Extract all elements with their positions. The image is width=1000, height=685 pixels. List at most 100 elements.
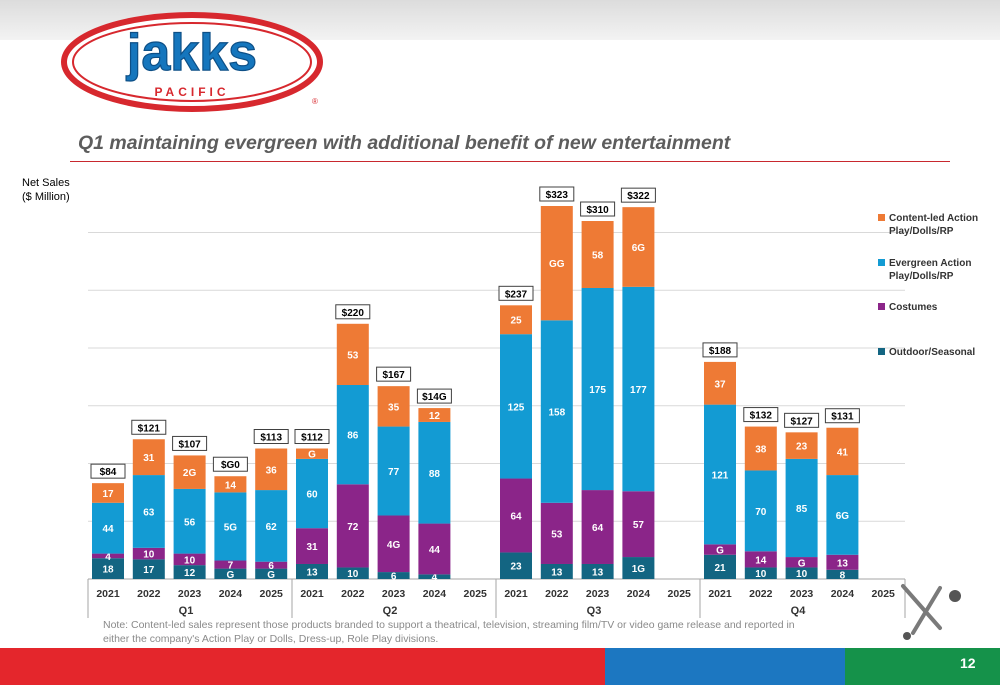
x-tick-label: 2025 — [872, 588, 896, 600]
total-label: $112 — [301, 433, 323, 444]
data-label: 64 — [510, 511, 522, 522]
bar-segment — [581, 287, 614, 491]
total-label: $188 — [709, 346, 732, 357]
data-label: 13 — [837, 558, 849, 569]
data-label: 5G — [224, 522, 238, 533]
bar-segment — [500, 305, 532, 335]
data-label: GG — [549, 259, 565, 270]
x-tick-label: 2025 — [668, 588, 692, 600]
total-label: $127 — [790, 416, 813, 427]
total-label: $113 — [260, 433, 282, 444]
bar-segment — [744, 426, 777, 471]
bar-segment — [418, 408, 451, 422]
quarter-label: Q2 — [383, 605, 398, 617]
total-label-box — [90, 463, 126, 479]
data-label: 23 — [510, 562, 522, 573]
bar-segment — [500, 478, 532, 553]
bar-segment — [296, 563, 328, 579]
bar-segment — [296, 458, 328, 529]
legend-label: Content-led Action — [889, 213, 978, 224]
data-label: G — [798, 558, 806, 569]
total-label: $310 — [586, 205, 609, 216]
bar-segment — [826, 427, 859, 476]
data-label: 44 — [102, 524, 114, 535]
data-label: 6 — [391, 572, 397, 583]
x-tick-label: 2021 — [96, 588, 120, 600]
bar-segment — [336, 484, 369, 568]
total-label-box — [335, 304, 371, 320]
quarter-label: Q4 — [791, 605, 807, 617]
bar-segment — [296, 448, 328, 459]
legend-label: Costumes — [889, 302, 938, 313]
data-label: 31 — [143, 453, 155, 464]
bar-segment — [785, 458, 818, 558]
bar-segment — [132, 475, 165, 548]
bar-segment — [744, 470, 777, 552]
data-label: 13 — [551, 567, 563, 578]
bar-segment — [173, 565, 206, 579]
data-label: 70 — [755, 507, 767, 518]
data-label: 4 — [432, 573, 438, 584]
x-tick-label: 2023 — [586, 588, 610, 600]
bar-segment — [704, 554, 736, 579]
data-label: 38 — [755, 445, 767, 456]
total-label: $121 — [138, 423, 161, 434]
legend-swatch — [878, 348, 885, 355]
total-label: $322 — [627, 191, 650, 202]
data-label: 63 — [143, 507, 155, 518]
bar-segment — [336, 567, 369, 579]
data-label: 60 — [306, 490, 318, 501]
bar-segment — [173, 455, 206, 489]
legend-label: Evergreen Action — [889, 258, 971, 269]
bar-segment — [581, 563, 614, 579]
total-label-box — [416, 388, 452, 404]
data-label: 58 — [592, 251, 604, 262]
bar-segment — [704, 544, 736, 555]
legend-swatch — [878, 259, 885, 266]
footer-red-band — [0, 648, 605, 685]
jakks-pacific-logo: jakks PACIFIC ® — [61, 12, 323, 112]
total-label-box — [498, 285, 534, 301]
total-label-box — [784, 412, 820, 428]
data-label: 44 — [429, 545, 441, 556]
total-label-box — [294, 429, 330, 445]
data-label: G — [716, 546, 724, 557]
total-label-box — [580, 201, 616, 217]
bar-segment — [704, 404, 736, 545]
data-label: 10 — [143, 550, 155, 561]
x-tick-label: 2022 — [749, 588, 773, 600]
bar-segment — [173, 553, 206, 566]
bar-segment — [132, 439, 165, 476]
data-label: 13 — [592, 567, 604, 578]
bar-segment — [92, 553, 124, 559]
data-label: 17 — [143, 565, 155, 576]
footer-green-band — [845, 648, 1000, 685]
bar-segment — [744, 567, 777, 579]
title-divider — [70, 161, 950, 162]
data-label: 41 — [837, 447, 849, 458]
x-tick-label: 2021 — [300, 588, 324, 600]
footer-blue-band — [605, 648, 845, 685]
data-label: 62 — [266, 522, 278, 533]
data-label: 177 — [630, 385, 647, 396]
total-label-box — [253, 429, 289, 445]
total-label: $84 — [100, 467, 117, 478]
x-tick-label: 2025 — [464, 588, 488, 600]
data-label: 31 — [306, 542, 318, 553]
data-label: 72 — [347, 522, 359, 533]
x-tick-label: 2024 — [423, 588, 447, 600]
data-label: 53 — [347, 350, 359, 361]
bar-segment — [500, 552, 532, 579]
data-label: 12 — [429, 411, 441, 422]
data-label: 35 — [388, 402, 400, 413]
legend-swatch — [878, 303, 885, 310]
page-title: Q1 maintaining evergreen with additional… — [78, 132, 731, 154]
bar-segment — [132, 547, 165, 560]
bar-segment — [92, 558, 124, 579]
y-axis-label-line2: ($ Million) — [22, 191, 70, 203]
data-label: 21 — [714, 563, 726, 574]
total-label: $220 — [342, 308, 365, 319]
total-label-box — [824, 408, 860, 424]
logo-wordmark: jakks — [126, 24, 257, 82]
x-tick-label: 2023 — [790, 588, 814, 600]
